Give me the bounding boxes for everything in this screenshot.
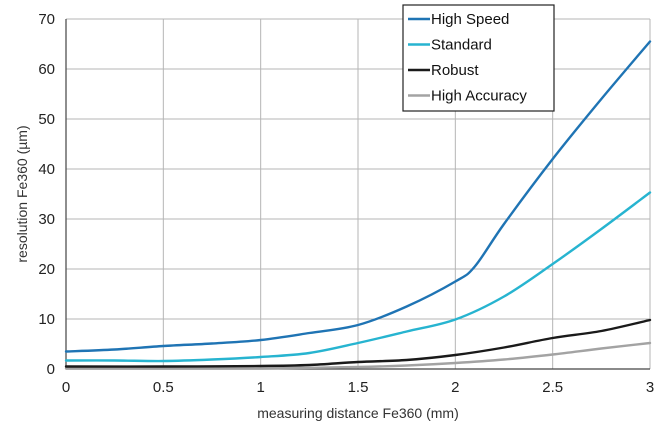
x-tick-label: 0.5 (153, 379, 174, 396)
legend-label-robust: Robust (431, 62, 479, 79)
series-lines (64, 40, 652, 370)
y-tick-label: 20 (38, 261, 55, 278)
y-tick-label: 0 (47, 361, 55, 378)
x-tick-label: 2 (451, 379, 459, 396)
y-tick-label: 40 (38, 161, 55, 178)
legend: High Speed Standard Robust High Accuracy (402, 4, 555, 112)
x-tick-label: 3 (646, 379, 654, 396)
x-tick-label: 1 (256, 379, 264, 396)
grid (66, 18, 651, 369)
series-line-standard (64, 191, 652, 363)
legend-label-high-accuracy: High Accuracy (431, 88, 527, 105)
series-line-high-accuracy (64, 341, 652, 370)
legend-box (402, 4, 555, 112)
y-tick-label: 10 (38, 311, 55, 328)
y-tick-label: 70 (38, 11, 55, 28)
x-tick-label: 2.5 (542, 379, 563, 396)
x-tick-label: 1.5 (348, 379, 369, 396)
x-axis-title: measuring distance Fe360 (mm) (257, 405, 459, 421)
legend-label-standard: Standard (431, 37, 492, 54)
x-tick-label: 0 (62, 379, 70, 396)
y-tick-label: 60 (38, 61, 55, 78)
y-tick-label: 30 (38, 211, 55, 228)
series-line-robust (64, 318, 652, 368)
y-tick-label: 50 (38, 111, 55, 128)
y-axis-title: resolution Fe360 (µm) (14, 125, 30, 262)
legend-label-high-speed: High Speed (431, 11, 509, 28)
series-line-high-speed (64, 40, 652, 353)
